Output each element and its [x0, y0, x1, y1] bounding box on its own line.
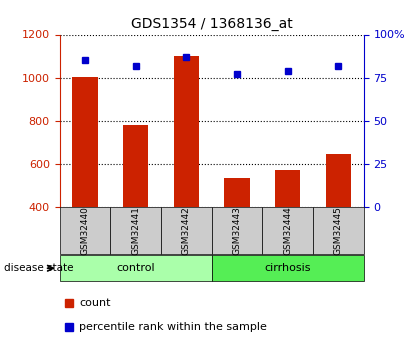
Text: GSM32444: GSM32444 — [283, 206, 292, 255]
Bar — [224, 178, 250, 207]
Text: control: control — [116, 263, 155, 273]
Text: GSM32442: GSM32442 — [182, 206, 191, 255]
Bar — [212, 255, 364, 281]
Bar — [212, 207, 262, 254]
Bar — [326, 154, 351, 207]
Text: GSM32443: GSM32443 — [233, 206, 242, 255]
Text: GSM32441: GSM32441 — [131, 206, 140, 255]
Bar — [174, 56, 199, 207]
Title: GDS1354 / 1368136_at: GDS1354 / 1368136_at — [131, 17, 293, 31]
Bar — [161, 207, 212, 254]
Bar — [60, 207, 110, 254]
Text: count: count — [79, 298, 111, 308]
Text: cirrhosis: cirrhosis — [264, 263, 311, 273]
Bar — [72, 77, 98, 207]
Text: percentile rank within the sample: percentile rank within the sample — [79, 322, 267, 332]
Bar — [123, 126, 148, 207]
Text: GSM32440: GSM32440 — [81, 206, 90, 255]
Bar — [262, 207, 313, 254]
Text: disease state: disease state — [4, 263, 74, 273]
Text: GSM32445: GSM32445 — [334, 206, 343, 255]
Bar — [110, 207, 161, 254]
Bar — [313, 207, 364, 254]
Bar — [60, 255, 212, 281]
Bar — [275, 170, 300, 207]
